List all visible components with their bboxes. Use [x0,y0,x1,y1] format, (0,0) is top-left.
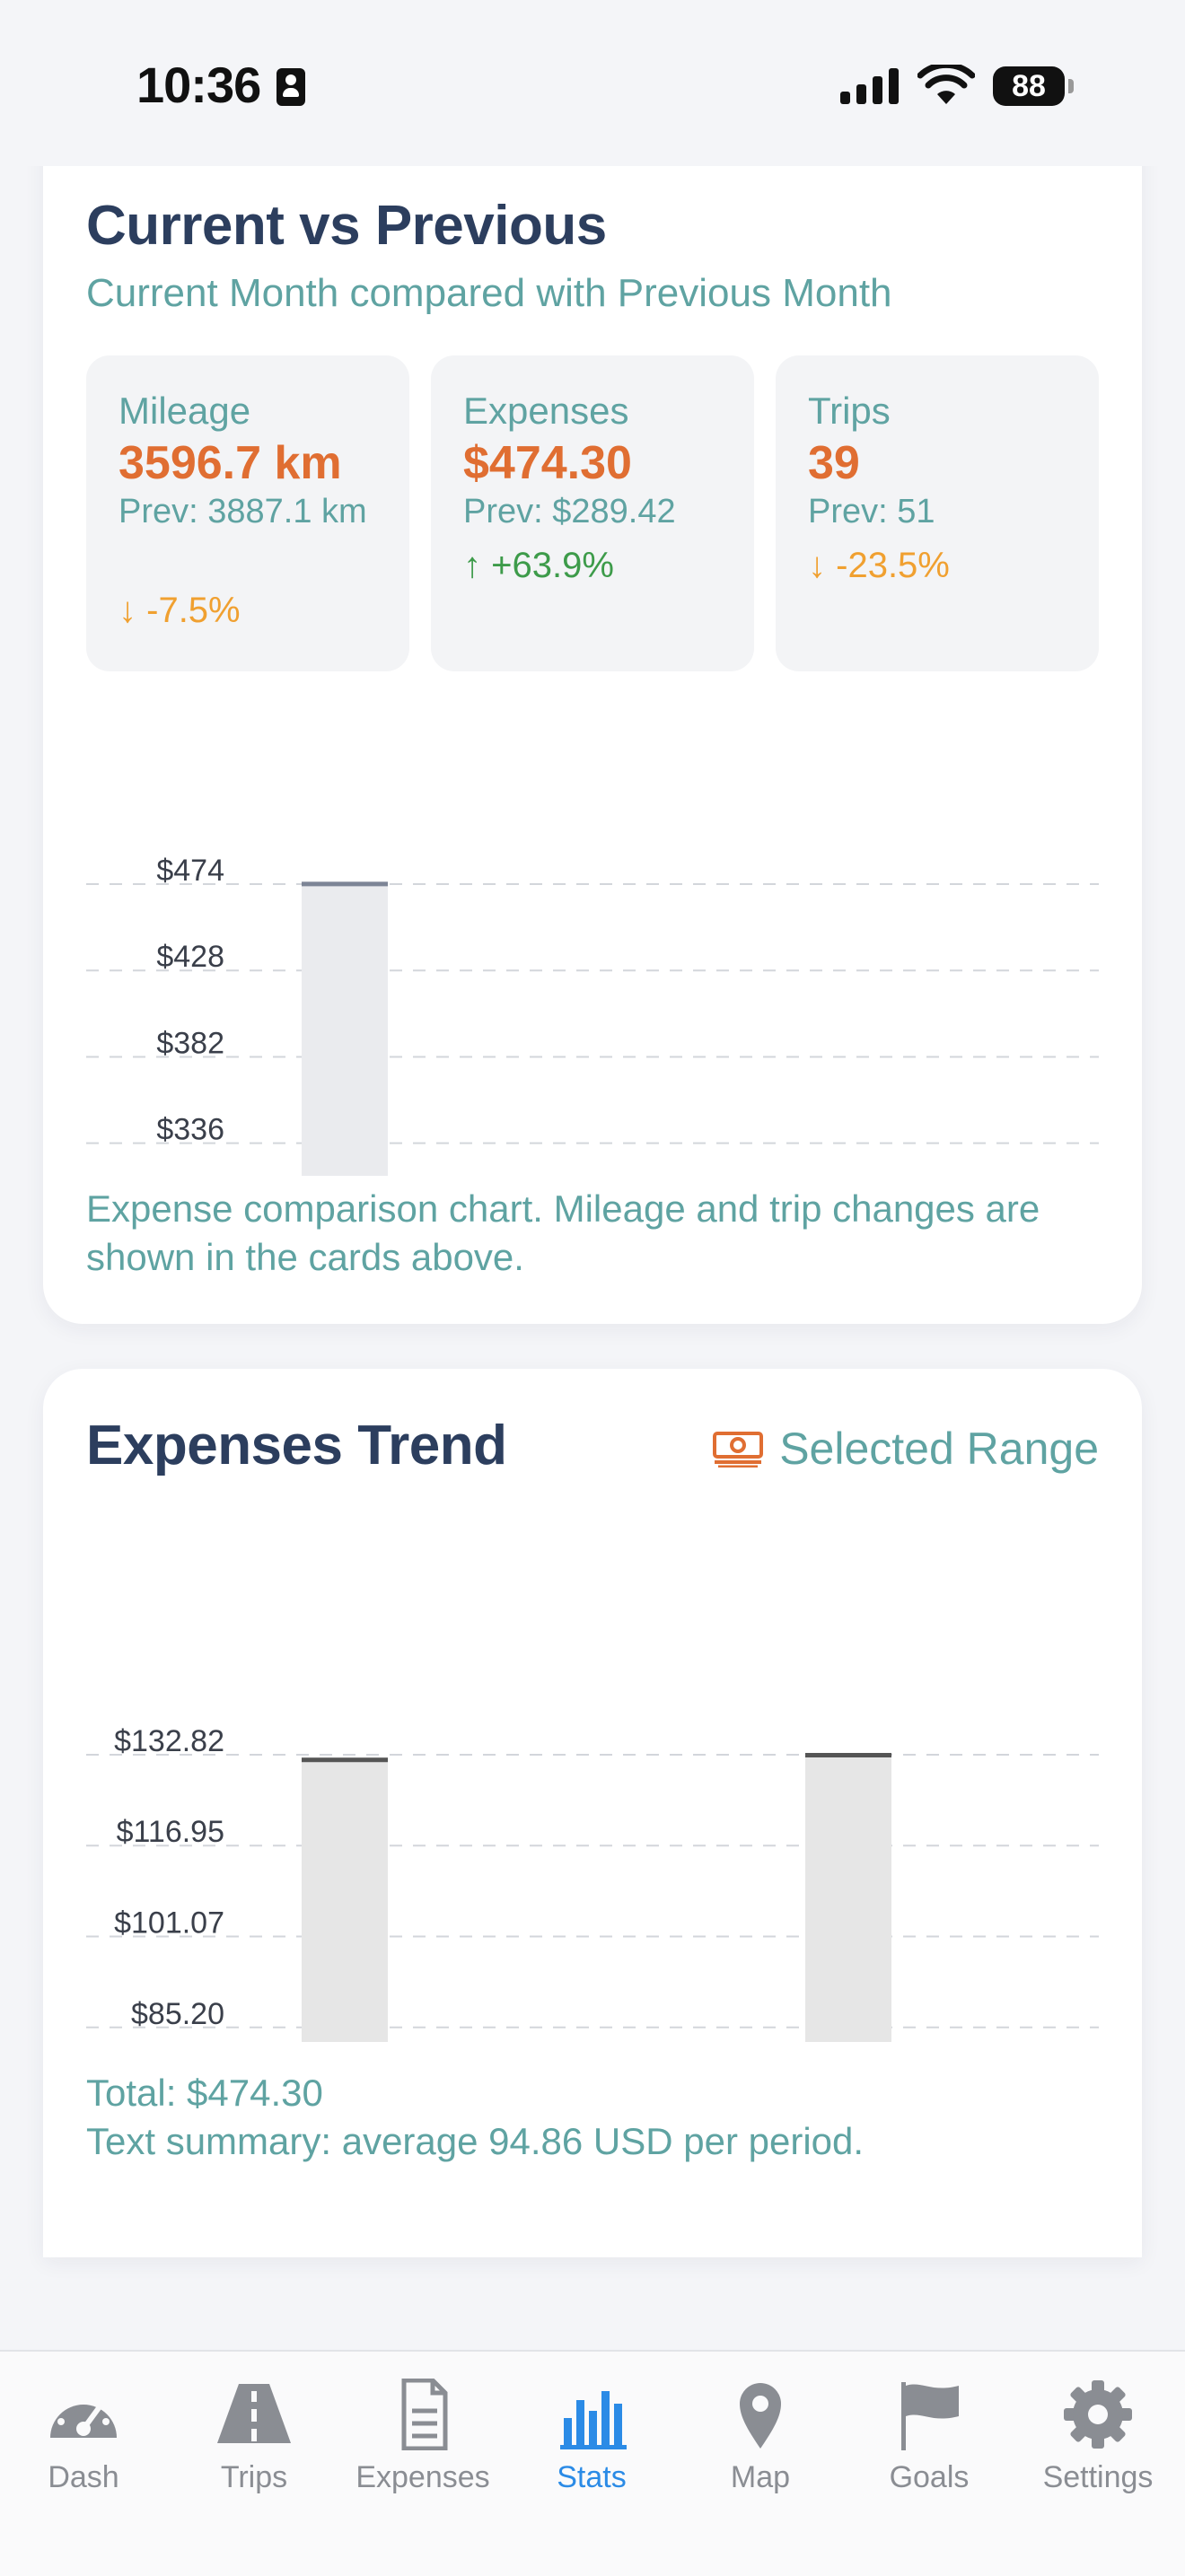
money-icon [713,1432,764,1468]
y-tick-label: $382 [156,1026,224,1060]
stat-change: ↑ +63.9% [463,546,614,585]
trips-stat-card[interactable]: Trips 39 Prev: 51 ↓ -23.5% [776,355,1099,671]
gauge-icon [50,2393,117,2438]
tab-label: Settings [1042,2460,1154,2494]
document-icon [401,2378,448,2451]
stat-label: Expenses [463,390,629,432]
tab-trips[interactable]: Trips [178,2379,330,2513]
expenses-stat-card[interactable]: Expenses $474.30 Prev: $289.42 ↑ +63.9% [431,355,754,671]
battery-icon: 88 [993,66,1065,106]
map-pin-icon [740,2383,781,2449]
mileage-stat-card[interactable]: Mileage 3596.7 km Prev: 3887.1 km ↓ -7.5… [86,355,409,671]
road-icon [217,2384,291,2443]
status-time: 10:36 [136,57,261,113]
tab-goals[interactable]: Goals [853,2379,1005,2513]
tab-dash[interactable]: Dash [7,2379,160,2513]
bar-cap [302,1757,388,1763]
stat-value: 3596.7 km [118,437,342,489]
trend-text-summary: Text summary: average 94.86 USD per peri… [86,2120,865,2162]
cellular-signal-icon [840,68,900,104]
flag-icon [901,2382,959,2450]
status-bar: 10:36 88 [0,0,1185,166]
tab-expenses[interactable]: Expenses [347,2378,499,2513]
gear-icon [1064,2380,1132,2449]
bar-jan-12 [302,1759,388,2042]
tab-stats[interactable]: Stats [515,2379,668,2513]
trend-chart: $132.82$116.95$101.07$85.20$69.33Jan 12J… [43,1539,1142,2042]
tab-label: Dash [48,2460,119,2494]
y-tick-label: $474 [156,854,224,888]
trend-chart-svg: $132.82$116.95$101.07$85.20$69.33Jan 12J… [86,1724,1099,2042]
tab-settings[interactable]: Settings [1022,2379,1174,2513]
comparison-title: Current vs Previous [86,195,607,257]
comparison-subtitle: Current Month compared with Previous Mon… [86,271,892,315]
chart-note: Expense comparison chart. Mileage and tr… [86,1187,1040,1278]
wifi-icon [917,65,975,104]
tab-bar: Dash Trips Expenses Stats [0,2350,1185,2576]
tab-map[interactable]: Map [684,2379,837,2513]
selected-range-badge[interactable]: Selected Range [713,1423,1099,1475]
y-tick-label: $116.95 [117,1815,224,1849]
selected-range-label: Selected Range [779,1424,1099,1474]
y-tick-label: $85.20 [131,1997,224,2031]
tab-label: Expenses [356,2460,490,2494]
y-tick-label: $101.07 [114,1906,224,1941]
bar-current [302,883,388,1176]
comparison-card: Current vs Previous Current Month compar… [43,135,1142,1324]
stat-prev: Prev: 51 [808,493,935,530]
y-tick-label: $428 [156,940,224,974]
stat-value: $474.30 [463,437,632,489]
tab-label: Trips [220,2460,288,2494]
trend-summary: Total: $474.30 Text summary: average 94.… [86,2069,864,2166]
trend-total: Total: $474.30 [86,2072,323,2114]
tab-label: Map [730,2460,791,2494]
comparison-chart-svg: $474$428$382$336$289CurrentPrevious [86,854,1099,1176]
bar-chart-icon [560,2391,627,2449]
bar-cap [302,881,388,887]
stat-label: Mileage [118,390,251,432]
stat-prev: Prev: $289.42 [463,493,676,530]
tab-label: Stats [557,2460,627,2494]
stat-label: Trips [808,390,891,432]
trend-title: Expenses Trend [86,1415,507,1476]
expenses-trend-card: Expenses Trend Selected Range $132.82 $11… [43,1369,1142,2257]
y-tick-label: $336 [156,1113,224,1147]
stat-change: ↓ -7.5% [118,591,241,630]
stat-change: ↓ -23.5% [808,546,950,585]
battery-nub [1068,79,1074,93]
comparison-chart: $474$428$382$336$289CurrentPrevious [43,709,1142,1176]
contact-card-icon [276,68,305,106]
tab-label: Goals [889,2460,970,2494]
stat-value: 39 [808,437,860,489]
bar-cap [805,1753,891,1757]
y-tick-label: $132.82 [114,1724,224,1758]
stat-prev: Prev: 3887.1 km [118,493,367,530]
bar-feb-2 [805,1755,891,2042]
